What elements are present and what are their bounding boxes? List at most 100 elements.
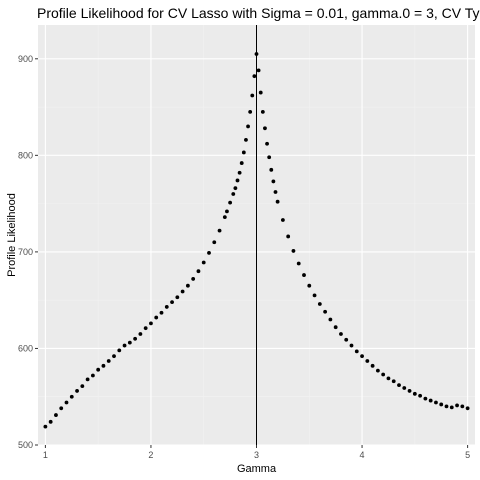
data-point — [117, 348, 122, 353]
data-point — [307, 283, 312, 288]
data-point — [269, 167, 274, 172]
data-point — [252, 74, 257, 79]
data-point — [449, 405, 454, 410]
data-point — [106, 359, 111, 363]
data-point — [122, 343, 127, 348]
data-point — [344, 337, 349, 342]
data-point — [260, 109, 265, 114]
data-point — [85, 377, 90, 382]
x-tick-label: 4 — [360, 450, 365, 460]
data-point — [225, 209, 229, 214]
data-point — [275, 199, 280, 204]
data-point — [258, 90, 263, 95]
data-point — [96, 367, 101, 372]
y-tick-label: 800 — [18, 150, 33, 160]
x-axis: 1 2 3 4 5 — [43, 445, 470, 460]
data-point — [333, 325, 338, 330]
data-point — [323, 309, 328, 314]
data-point — [228, 200, 233, 205]
data-point — [180, 289, 185, 294]
data-point — [191, 277, 196, 281]
data-point — [133, 336, 138, 341]
data-point — [370, 363, 375, 368]
data-point — [217, 228, 222, 233]
data-point — [207, 250, 211, 255]
data-point — [402, 386, 407, 390]
data-point — [59, 406, 64, 411]
data-point — [280, 218, 285, 222]
data-point — [80, 384, 85, 389]
data-point — [231, 192, 236, 196]
y-axis-title: Profile Likelihood — [6, 193, 18, 277]
data-point — [312, 293, 317, 298]
data-point — [434, 400, 438, 405]
data-point — [185, 283, 190, 288]
data-point — [90, 373, 95, 378]
data-point — [423, 396, 428, 401]
data-point — [349, 343, 354, 348]
data-point — [75, 389, 79, 393]
data-point — [235, 178, 240, 183]
data-point — [69, 394, 74, 399]
data-point — [375, 368, 380, 373]
data-point — [460, 404, 465, 409]
y-tick-label: 500 — [18, 440, 33, 450]
data-point — [164, 305, 169, 309]
data-point — [143, 326, 148, 331]
data-point — [201, 260, 206, 265]
data-point — [296, 261, 301, 266]
data-point — [127, 340, 132, 345]
x-tick-label: 5 — [465, 450, 470, 460]
data-point — [267, 155, 272, 160]
y-axis: 500 600 700 800 900 — [18, 54, 38, 450]
data-point — [154, 315, 159, 320]
data-point — [391, 379, 396, 384]
data-point — [170, 300, 174, 305]
data-point — [271, 179, 276, 184]
data-point — [428, 398, 433, 403]
data-point — [418, 393, 423, 398]
data-point — [263, 126, 267, 131]
x-tick-label: 1 — [43, 450, 48, 460]
data-point — [291, 249, 296, 253]
y-tick-label: 900 — [18, 54, 33, 64]
data-point — [48, 419, 53, 424]
data-point — [233, 186, 238, 191]
data-point — [407, 389, 412, 393]
data-point — [239, 161, 244, 165]
data-point — [54, 413, 58, 417]
data-point — [175, 295, 180, 300]
data-point — [354, 349, 359, 354]
x-axis-title: Gamma — [237, 463, 277, 475]
data-point — [101, 363, 106, 368]
data-points — [43, 52, 470, 429]
data-point — [64, 400, 69, 405]
data-point — [222, 215, 227, 220]
data-point — [328, 317, 333, 322]
data-point — [265, 141, 269, 146]
data-point — [386, 376, 391, 381]
data-point — [317, 302, 322, 306]
data-point — [43, 424, 48, 429]
data-point — [455, 403, 459, 408]
data-point — [241, 150, 246, 155]
data-point — [439, 402, 444, 407]
data-point — [212, 240, 217, 245]
data-point — [248, 109, 253, 114]
x-tick-label: 3 — [254, 450, 259, 460]
data-point — [237, 170, 242, 175]
data-point — [149, 321, 153, 326]
data-point — [286, 234, 291, 239]
data-point — [302, 273, 306, 277]
data-point — [244, 137, 248, 142]
data-point — [159, 310, 164, 315]
y-tick-label: 600 — [18, 343, 33, 353]
data-point — [250, 93, 255, 98]
data-point — [112, 354, 116, 359]
data-point — [381, 372, 386, 377]
chart-title: Profile Likelihood for CV Lasso with Sig… — [37, 5, 480, 21]
data-point — [339, 332, 343, 336]
data-point — [412, 391, 417, 396]
data-point — [444, 404, 449, 409]
